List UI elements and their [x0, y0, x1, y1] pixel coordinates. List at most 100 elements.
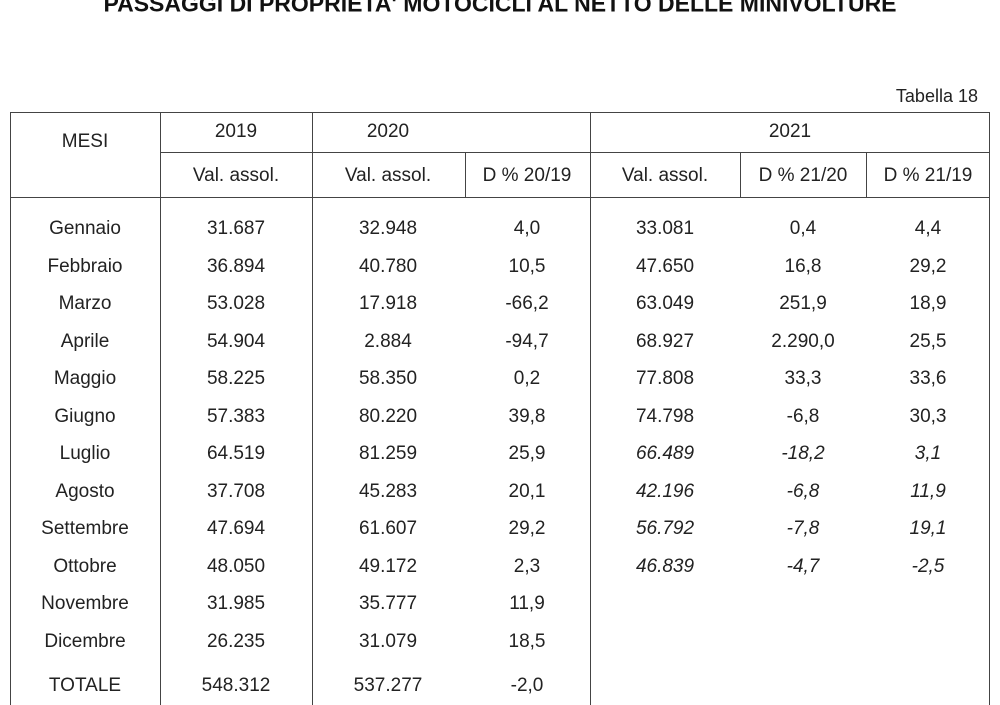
row-label: Maggio [53, 368, 117, 389]
row-label: Dicembre [44, 630, 126, 652]
cell: 31.985 [206, 593, 266, 614]
cell: 40.780 [358, 255, 418, 277]
cell: 66.489 [635, 443, 695, 464]
border [312, 112, 313, 705]
cell: 47.694 [206, 518, 266, 539]
cell: 3,1 [914, 443, 942, 464]
cell: 39,8 [508, 405, 546, 427]
cell: -66,2 [505, 293, 549, 314]
border [160, 152, 990, 153]
cell: 46.839 [635, 555, 695, 577]
cell: 36.894 [206, 255, 266, 277]
row-label: Febbraio [47, 255, 123, 277]
row-label: TOTALE [48, 675, 122, 696]
cell: 30,3 [909, 405, 947, 427]
cell: 35.777 [358, 593, 418, 614]
cell: 33.081 [635, 218, 695, 239]
cell: 48.050 [206, 555, 266, 577]
cell: 537.277 [353, 675, 423, 696]
row-label: Ottobre [53, 555, 117, 577]
cell: -2,0 [510, 675, 544, 696]
cell: 11,9 [509, 593, 545, 614]
cell: 2,3 [513, 555, 541, 577]
cell: -4,7 [786, 555, 820, 577]
subheader: Val. assol. [344, 165, 432, 186]
cell: 42.196 [635, 480, 695, 502]
cell: 2.290,0 [771, 330, 835, 352]
title: PASSAGGI DI PROPRIETA' MOTOCICLI AL NETT… [103, 0, 897, 17]
column-header: MESI [61, 131, 109, 152]
cell: 58.350 [358, 368, 418, 389]
border [10, 112, 11, 705]
cell: 25,5 [909, 330, 947, 352]
cell: -6,8 [786, 405, 820, 427]
border [989, 112, 990, 705]
table-label: Tabella 18 [895, 86, 978, 106]
cell: 29,2 [909, 255, 947, 277]
border [10, 197, 990, 198]
cell: -18,2 [781, 443, 825, 464]
cell: 26.235 [206, 630, 266, 652]
border [10, 112, 990, 113]
cell: 61.607 [358, 518, 418, 539]
border [866, 152, 867, 197]
row-label: Settembre [41, 518, 129, 539]
subheader: D % 20/19 [482, 165, 572, 186]
cell: 25,9 [508, 443, 546, 464]
row-label: Aprile [60, 330, 110, 352]
subheader: D % 21/19 [883, 165, 973, 186]
cell: 33,6 [909, 368, 947, 389]
cell: 77.808 [635, 368, 695, 389]
cell: 4,0 [513, 218, 541, 239]
cell: -6,8 [786, 480, 820, 502]
cell: 20,1 [508, 480, 546, 502]
cell: 37.708 [206, 480, 266, 502]
cell: 47.650 [635, 255, 695, 277]
year-header: 2020 [366, 121, 410, 142]
subheader: D % 21/20 [758, 165, 848, 186]
cell: 10,5 [508, 255, 546, 277]
cell: 0,4 [789, 218, 817, 239]
cell: 74.798 [635, 405, 695, 427]
cell: 32.948 [358, 218, 418, 239]
cell: 18,9 [909, 293, 947, 314]
cell: 2.884 [364, 330, 412, 352]
cell: 0,2 [513, 368, 541, 389]
subheader: Val. assol. [621, 165, 709, 186]
cell: 548.312 [201, 675, 271, 696]
border [590, 112, 591, 705]
row-label: Marzo [58, 293, 112, 314]
cell: 80.220 [358, 405, 418, 427]
cell: 29,2 [508, 518, 546, 539]
cell: -7,8 [786, 518, 820, 539]
cell: 4,4 [914, 218, 942, 239]
cell: 54.904 [206, 330, 266, 352]
cell: 31.687 [206, 218, 266, 239]
cell: 53.028 [206, 293, 266, 314]
cell: 45.283 [358, 480, 418, 502]
cell: 81.259 [358, 443, 418, 464]
cell: 49.172 [358, 555, 418, 577]
border [740, 152, 741, 197]
border [160, 112, 161, 705]
cell: 18,5 [508, 630, 546, 652]
cell: 63.049 [635, 293, 695, 314]
year-header: 2019 [214, 121, 258, 142]
row-label: Gennaio [49, 218, 121, 239]
cell: 33,3 [784, 368, 822, 389]
cell: 64.519 [206, 443, 266, 464]
cell: 17.918 [358, 293, 418, 314]
row-label: Giugno [54, 405, 116, 427]
cell: 16,8 [784, 255, 822, 277]
cell: 251,9 [779, 293, 827, 314]
cell: 11,9 [910, 480, 946, 502]
cell: 19,1 [909, 518, 947, 539]
border [465, 152, 466, 197]
row-label: Agosto [55, 480, 115, 502]
cell: -94,7 [505, 330, 549, 352]
cell: -2,5 [911, 555, 945, 577]
cell: 57.383 [206, 405, 266, 427]
row-label: Novembre [41, 593, 129, 614]
row-label: Luglio [59, 443, 111, 464]
